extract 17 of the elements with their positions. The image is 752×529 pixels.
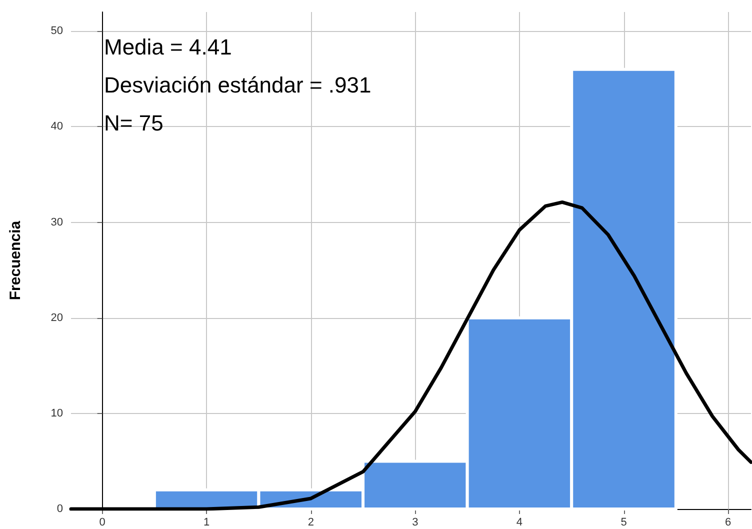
x-tick-label: 0 [99, 516, 106, 528]
x-tick-label: 6 [724, 516, 732, 528]
annotation: Media = 4.41 [104, 34, 232, 60]
y-tick-label: 10 [50, 407, 63, 420]
y-tick-label: 40 [50, 120, 63, 133]
y-tick-label: 50 [50, 25, 63, 38]
x-tick-label: 1 [204, 516, 210, 528]
annotation: N= 75 [104, 110, 164, 136]
y-tick-label: 0 [56, 503, 63, 515]
x-tick-label: 3 [412, 516, 418, 528]
x-tick-label: 2 [308, 516, 314, 528]
y-tick-label: 30 [50, 216, 63, 228]
y-tick-label: 20 [50, 312, 63, 324]
x-tick-label: 5 [620, 516, 627, 528]
y-axis-title: Frecuencia [7, 220, 24, 300]
annotation: Desviación estándar = .931 [104, 72, 372, 98]
x-tick-label: 4 [516, 516, 523, 528]
